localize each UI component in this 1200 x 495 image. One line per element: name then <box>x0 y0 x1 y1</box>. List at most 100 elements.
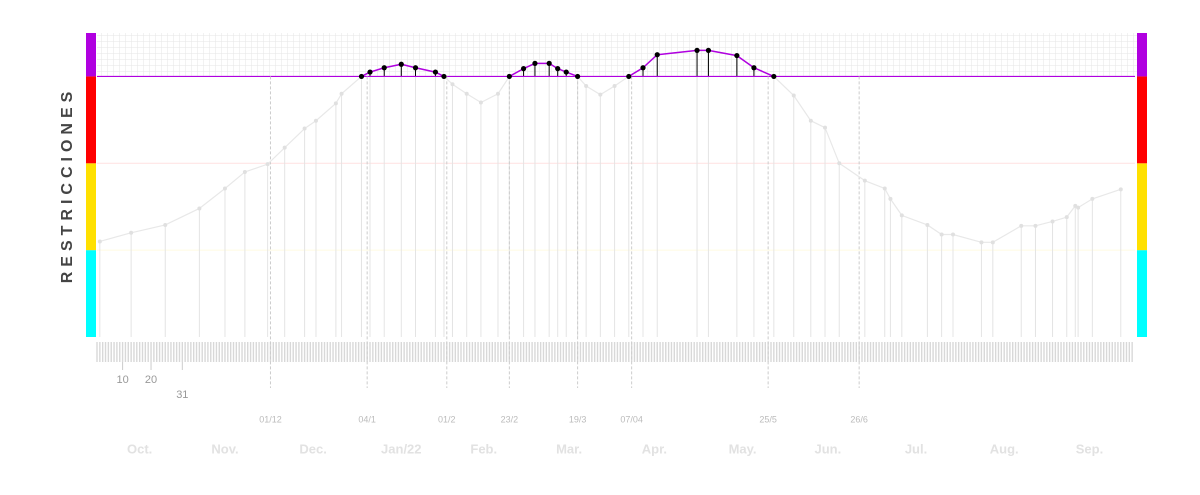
line-high <box>508 67 524 78</box>
point <box>129 230 134 235</box>
month-label: Mar. <box>556 441 582 456</box>
point-high <box>412 65 419 71</box>
band-left <box>86 33 96 77</box>
point-high <box>532 60 538 66</box>
point-high <box>506 73 512 80</box>
band-right <box>1137 33 1147 77</box>
grid-pattern <box>97 33 1137 76</box>
month-label: Dec. <box>299 441 326 456</box>
point-high <box>640 65 646 71</box>
point <box>939 232 944 237</box>
line-high <box>657 49 698 56</box>
point-high <box>626 73 632 80</box>
point <box>1033 223 1038 228</box>
point-high <box>734 52 740 59</box>
point <box>495 91 500 96</box>
point <box>990 240 995 245</box>
point <box>242 169 247 174</box>
point-high <box>771 73 777 80</box>
band-right <box>1137 76 1147 164</box>
point-high <box>563 69 569 75</box>
point-high <box>358 73 365 80</box>
point <box>925 222 930 227</box>
point <box>823 125 828 130</box>
line-high <box>628 67 644 78</box>
month-label: Nov. <box>211 441 238 456</box>
date-tick-label: 07/04 <box>620 414 643 424</box>
line-high <box>736 54 755 69</box>
point <box>584 83 589 88</box>
point <box>899 213 904 218</box>
point <box>1118 187 1123 192</box>
date-tick-label: 01/2 <box>438 414 456 424</box>
point <box>950 232 955 237</box>
point <box>882 186 887 191</box>
month-label: Apr. <box>642 441 667 456</box>
point-high <box>555 66 561 72</box>
point <box>313 118 318 123</box>
line-high <box>384 63 402 69</box>
point-high <box>705 47 712 53</box>
point <box>1090 196 1095 201</box>
point <box>612 83 617 88</box>
band-left <box>86 163 96 251</box>
point-high <box>694 47 700 53</box>
point <box>1076 205 1081 210</box>
point <box>837 161 842 166</box>
point-high <box>751 65 757 71</box>
date-tick-label: 23/2 <box>501 414 519 424</box>
point-high <box>367 69 373 75</box>
point <box>1019 223 1024 228</box>
point <box>222 186 227 191</box>
point <box>808 118 813 123</box>
point <box>1064 215 1069 220</box>
band-right <box>1137 163 1147 251</box>
month-label: Aug. <box>990 441 1019 456</box>
point <box>282 145 287 150</box>
point <box>1050 219 1055 224</box>
month-label: May. <box>729 441 757 456</box>
point <box>478 100 483 105</box>
day-tick-label: 20 <box>145 374 157 386</box>
line-high <box>753 67 775 78</box>
month-label: Jun. <box>814 441 841 456</box>
point <box>450 82 455 87</box>
point <box>979 240 984 245</box>
line-high <box>708 49 737 57</box>
point <box>302 126 307 131</box>
point <box>791 93 796 98</box>
point-high <box>441 73 447 80</box>
point <box>464 91 469 96</box>
day-tick-label: 10 <box>116 374 128 386</box>
band-left <box>86 76 96 164</box>
line-high <box>415 67 436 73</box>
point <box>598 92 603 97</box>
point <box>888 196 893 201</box>
point-high <box>546 60 552 66</box>
point-high <box>575 73 581 80</box>
point-high <box>520 66 527 72</box>
point-high <box>432 69 439 75</box>
point <box>97 239 102 244</box>
line <box>99 49 1121 243</box>
date-tick-label: 25/5 <box>759 414 777 424</box>
point <box>862 178 867 183</box>
date-tick-label: 04/1 <box>358 414 376 424</box>
point-high <box>381 65 387 71</box>
date-tick-label: 19/3 <box>569 414 587 424</box>
month-label: Sep. <box>1076 441 1103 456</box>
point-high <box>654 52 660 58</box>
point <box>163 222 168 227</box>
point <box>339 91 344 96</box>
month-label: Jan/22 <box>381 441 421 456</box>
month-label: Jul. <box>905 441 927 456</box>
date-tick-label: 01/12 <box>259 414 282 424</box>
band-left <box>86 250 96 337</box>
day-tick-label: 31 <box>176 389 188 401</box>
y-axis-label: RESTRICCIONES <box>59 87 76 284</box>
point-high <box>398 61 404 67</box>
month-label: Oct. <box>127 441 152 456</box>
point <box>197 206 202 211</box>
